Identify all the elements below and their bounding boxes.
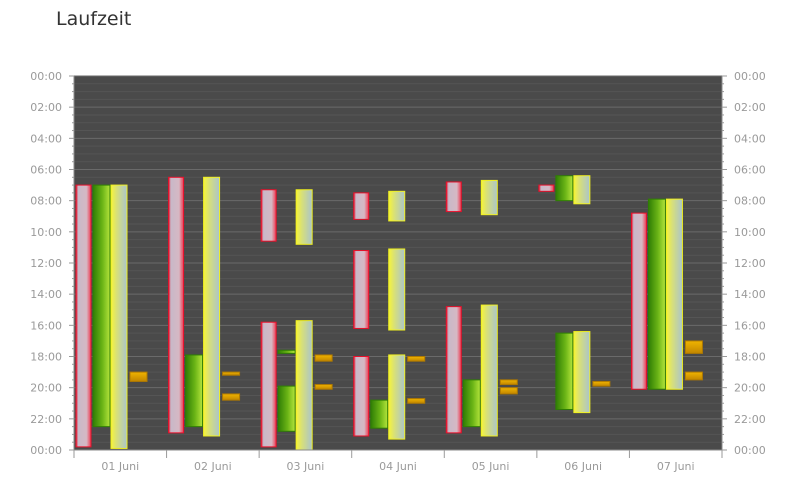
green-bar bbox=[555, 332, 574, 410]
orange-bar bbox=[499, 387, 518, 395]
y-tick-label-left: 22:00 bbox=[30, 413, 62, 426]
orange-bar bbox=[407, 356, 426, 362]
yellow-bar bbox=[388, 248, 406, 331]
orange-bar bbox=[407, 398, 426, 404]
y-tick-label-left: 08:00 bbox=[30, 195, 62, 208]
green-bar bbox=[92, 184, 111, 428]
y-tick-label-left: 02:00 bbox=[30, 101, 62, 114]
y-tick-label-left: 04:00 bbox=[30, 132, 62, 145]
y-tick-label-right: 02:00 bbox=[734, 101, 766, 114]
x-tick-label: 05 Juni bbox=[472, 460, 510, 473]
red-bar bbox=[168, 176, 185, 434]
green-bar bbox=[370, 399, 389, 429]
y-tick-label-left: 12:00 bbox=[30, 257, 62, 270]
red-bar bbox=[445, 181, 462, 213]
y-tick-label-right: 04:00 bbox=[734, 132, 766, 145]
orange-bar bbox=[684, 371, 703, 381]
red-bar bbox=[260, 189, 277, 242]
axes: 00:00 00:00 02:00 02:00 04:00 04:00 06:00 06:00… bbox=[30, 70, 765, 473]
green-bar bbox=[462, 379, 481, 428]
yellow-bar bbox=[203, 176, 221, 437]
red-bar bbox=[260, 321, 277, 448]
y-tick-label-left: 00:00 bbox=[30, 70, 62, 83]
y-tick-label-right: 16:00 bbox=[734, 319, 766, 332]
yellow-bar bbox=[388, 354, 406, 440]
yellow-bar bbox=[388, 190, 406, 222]
green-bar bbox=[277, 349, 296, 354]
red-bar bbox=[353, 192, 370, 220]
y-tick-label-left: 06:00 bbox=[30, 164, 62, 177]
yellow-bar bbox=[480, 179, 498, 216]
y-tick-label-right: 22:00 bbox=[734, 413, 766, 426]
y-tick-label-right: 10:00 bbox=[734, 226, 766, 239]
orange-bar bbox=[314, 384, 333, 390]
red-bar bbox=[538, 184, 555, 192]
red-bar bbox=[353, 250, 370, 329]
y-tick-label-left: 18:00 bbox=[30, 351, 62, 364]
green-bar bbox=[185, 354, 204, 428]
yellow-bar bbox=[295, 320, 313, 451]
yellow-bar bbox=[295, 189, 313, 245]
yellow-bar bbox=[480, 304, 498, 437]
chart-title: Laufzeit bbox=[56, 8, 132, 30]
y-tick-label-right: 00:00 bbox=[734, 444, 766, 457]
red-bar bbox=[445, 306, 462, 434]
y-tick-label-right: 18:00 bbox=[734, 351, 766, 364]
red-bar bbox=[75, 184, 92, 448]
red-bar bbox=[630, 212, 647, 390]
y-tick-label-left: 20:00 bbox=[30, 382, 62, 395]
x-tick-label: 02 Juni bbox=[194, 460, 232, 473]
y-tick-label-right: 08:00 bbox=[734, 195, 766, 208]
green-bar bbox=[647, 198, 666, 390]
orange-bar bbox=[314, 354, 333, 362]
y-tick-label-left: 00:00 bbox=[30, 444, 62, 457]
green-bar bbox=[555, 175, 574, 202]
x-tick-label: 04 Juni bbox=[379, 460, 417, 473]
y-tick-label-left: 16:00 bbox=[30, 319, 62, 332]
yellow-bar bbox=[665, 198, 683, 390]
orange-bar bbox=[592, 380, 611, 387]
orange-bar bbox=[222, 371, 241, 376]
orange-bar bbox=[499, 379, 518, 386]
x-tick-label: 03 Juni bbox=[287, 460, 325, 473]
red-bar bbox=[353, 356, 370, 437]
y-tick-label-left: 14:00 bbox=[30, 288, 62, 301]
yellow-bar bbox=[573, 175, 591, 205]
x-tick-label: 07 Juni bbox=[657, 460, 695, 473]
orange-bar bbox=[684, 340, 703, 354]
y-tick-label-right: 06:00 bbox=[734, 164, 766, 177]
y-tick-label-right: 12:00 bbox=[734, 257, 766, 270]
orange-bar bbox=[129, 371, 148, 382]
yellow-bar bbox=[110, 184, 128, 449]
x-tick-label: 01 Juni bbox=[101, 460, 139, 473]
green-bar bbox=[277, 385, 296, 432]
y-tick-label-right: 20:00 bbox=[734, 382, 766, 395]
y-tick-label-right: 00:00 bbox=[734, 70, 766, 83]
orange-bar bbox=[222, 393, 241, 401]
x-tick-label: 06 Juni bbox=[564, 460, 602, 473]
yellow-bar bbox=[573, 331, 591, 414]
y-tick-label-left: 10:00 bbox=[30, 226, 62, 239]
bars-layer bbox=[75, 175, 703, 451]
y-tick-label-right: 14:00 bbox=[734, 288, 766, 301]
